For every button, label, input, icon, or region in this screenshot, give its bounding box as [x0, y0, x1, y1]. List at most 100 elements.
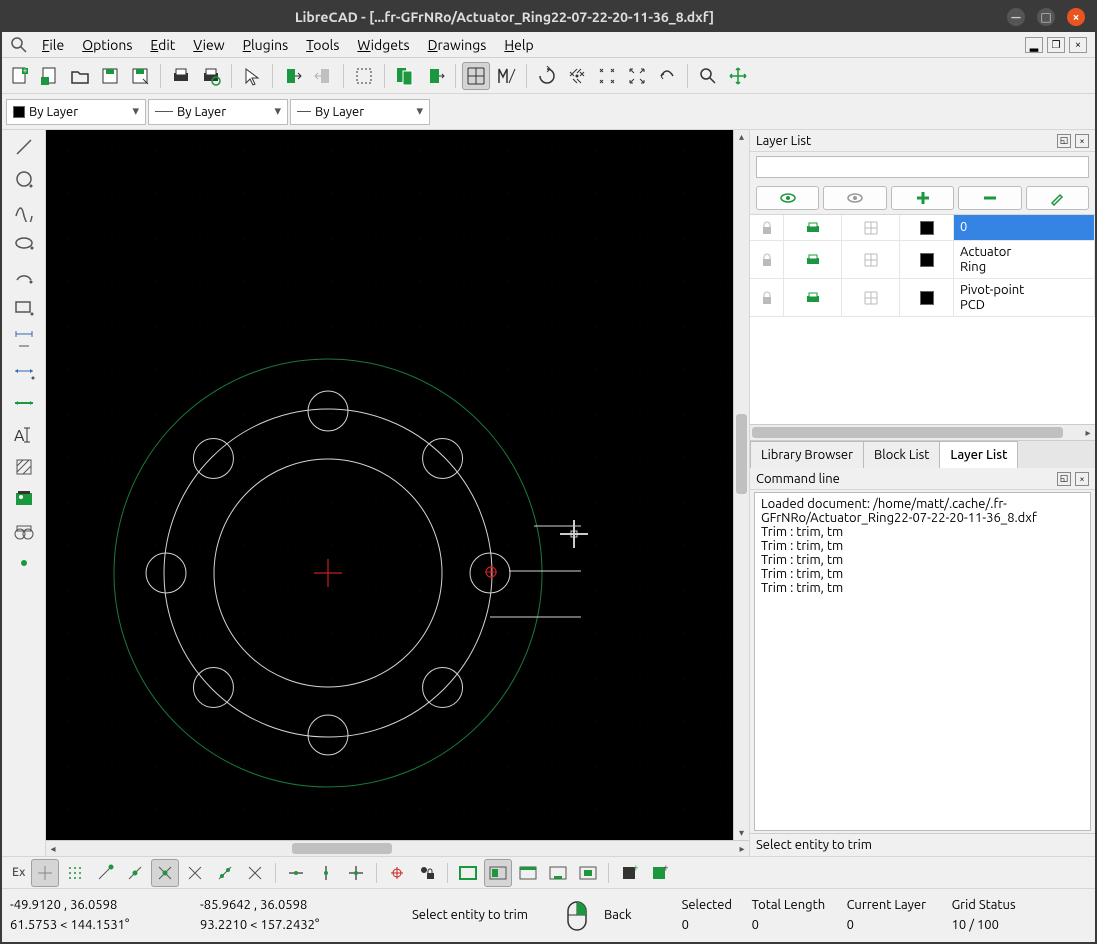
new-button[interactable]: + — [6, 62, 34, 90]
linewidth-combo[interactable]: By Layer ▾ — [290, 99, 430, 125]
deselect-all-button[interactable] — [574, 859, 602, 887]
window-close-button[interactable]: × — [1067, 8, 1085, 26]
tool-dim-angular[interactable] — [9, 390, 39, 416]
layer-edit-button[interactable] — [1026, 186, 1089, 210]
zoom-in-button[interactable] — [563, 62, 591, 90]
select-invert-button[interactable]: + — [615, 859, 643, 887]
tool-ellipse[interactable] — [9, 230, 39, 256]
print-icon[interactable] — [804, 291, 822, 305]
menu-file[interactable]: File — [34, 35, 72, 55]
tool-point[interactable] — [9, 550, 39, 576]
construction-icon[interactable] — [863, 290, 879, 306]
tool-rectangle[interactable] — [9, 294, 39, 320]
lock-icon[interactable] — [761, 221, 773, 235]
layer-add-button[interactable] — [891, 186, 954, 210]
layer-horizontal-scrollbar[interactable]: ▸ — [750, 424, 1095, 440]
select-window-button[interactable] — [484, 859, 512, 887]
tab-block-list[interactable]: Block List — [863, 441, 940, 468]
color-combo[interactable]: By Layer ▾ — [6, 99, 146, 125]
layer-filter-input[interactable] — [756, 156, 1089, 178]
print-icon[interactable] — [804, 253, 822, 267]
redo-button[interactable] — [309, 62, 337, 90]
menu-options[interactable]: Options — [74, 35, 140, 55]
lock-icon[interactable] — [761, 253, 773, 267]
restrict-vertical-button[interactable] — [312, 859, 340, 887]
canvas-horizontal-scrollbar[interactable]: ◂ ▸ — [46, 840, 749, 856]
snap-grid-button[interactable] — [61, 859, 89, 887]
zoom-auto-button[interactable] — [623, 62, 651, 90]
lock-relative-zero-button[interactable] — [413, 859, 441, 887]
window-minimize-button[interactable]: － — [1007, 8, 1025, 26]
construction-icon[interactable] — [863, 220, 879, 236]
paste-button[interactable] — [421, 62, 449, 90]
tool-dim-linear[interactable] — [9, 326, 39, 352]
deselect-window-button[interactable] — [514, 859, 542, 887]
undo-button[interactable] — [279, 62, 307, 90]
select-all-button[interactable] — [544, 859, 572, 887]
menu-edit[interactable]: Edit — [142, 35, 183, 55]
mdi-minimize-button[interactable]: ▂ — [1025, 37, 1043, 53]
panel-float-button[interactable]: ◱ — [1057, 134, 1071, 148]
mdi-restore-button[interactable]: ❐ — [1047, 37, 1065, 53]
find-icon[interactable] — [10, 36, 28, 54]
tool-hatch[interactable] — [9, 454, 39, 480]
print-icon[interactable] — [804, 221, 822, 235]
save-as-button[interactable] — [126, 62, 154, 90]
tool-arc[interactable] — [9, 262, 39, 288]
menu-widgets[interactable]: Widgets — [349, 35, 417, 55]
edit-cursor-button[interactable] — [238, 62, 266, 90]
tool-text[interactable]: A — [9, 422, 39, 448]
select-layer-button[interactable]: + — [645, 859, 673, 887]
panel-close-button[interactable]: × — [1075, 134, 1089, 148]
tool-image[interactable] — [9, 486, 39, 512]
snap-center-button[interactable] — [151, 859, 179, 887]
print-button[interactable] — [167, 62, 195, 90]
print-preview-button[interactable] — [197, 62, 225, 90]
layer-color-swatch[interactable] — [920, 291, 934, 305]
drawing-canvas[interactable] — [46, 130, 733, 840]
linetype-combo[interactable]: By Layer ▾ — [148, 99, 288, 125]
layer-row[interactable]: 0 — [750, 215, 1095, 241]
cut-button[interactable] — [350, 62, 378, 90]
tool-circle[interactable] — [9, 166, 39, 192]
menu-plugins[interactable]: Plugins — [235, 35, 297, 55]
layer-row[interactable]: Pivot-pointPCD — [750, 279, 1095, 317]
layer-show-all-button[interactable] — [756, 186, 819, 210]
snap-on-entity-button[interactable] — [121, 859, 149, 887]
menu-tools[interactable]: Tools — [298, 35, 347, 55]
open-button[interactable] — [66, 62, 94, 90]
cmd-float-button[interactable]: ◱ — [1057, 472, 1071, 486]
tool-dim-aligned[interactable] — [9, 358, 39, 384]
tool-curve[interactable] — [9, 198, 39, 224]
snap-ex-label[interactable]: Ex — [8, 866, 29, 879]
restrict-ortho-button[interactable] — [342, 859, 370, 887]
mdi-close-button[interactable]: × — [1069, 37, 1087, 53]
lock-icon[interactable] — [761, 291, 773, 305]
menu-view[interactable]: View — [185, 35, 232, 55]
menu-drawings[interactable]: Drawings — [420, 35, 495, 55]
cmd-close-button[interactable]: × — [1075, 472, 1089, 486]
copy-button[interactable] — [391, 62, 419, 90]
construction-icon[interactable] — [863, 252, 879, 268]
layer-remove-button[interactable] — [958, 186, 1021, 210]
snap-intersection-button[interactable] — [241, 859, 269, 887]
save-button[interactable] — [96, 62, 124, 90]
set-relative-zero-button[interactable] — [383, 859, 411, 887]
window-maximize-button[interactable]: □ — [1037, 8, 1055, 26]
layer-hide-all-button[interactable] — [823, 186, 886, 210]
canvas-vertical-scrollbar[interactable]: ▴ ▾ — [733, 130, 749, 840]
snap-endpoint-button[interactable] — [91, 859, 119, 887]
snap-middle-button[interactable] — [181, 859, 209, 887]
grid-toggle-button[interactable] — [462, 62, 490, 90]
snap-distance-button[interactable] — [211, 859, 239, 887]
select-single-button[interactable] — [454, 859, 482, 887]
zoom-window-button[interactable] — [694, 62, 722, 90]
tab-layer-list[interactable]: Layer List — [939, 441, 1018, 468]
menu-help[interactable]: Help — [496, 35, 541, 55]
snap-free-button[interactable] — [31, 859, 59, 887]
zoom-previous-button[interactable] — [653, 62, 681, 90]
zoom-redraw-button[interactable] — [533, 62, 561, 90]
layer-color-swatch[interactable] — [920, 253, 934, 267]
tool-line[interactable] — [9, 134, 39, 160]
new-from-template-button[interactable] — [36, 62, 64, 90]
